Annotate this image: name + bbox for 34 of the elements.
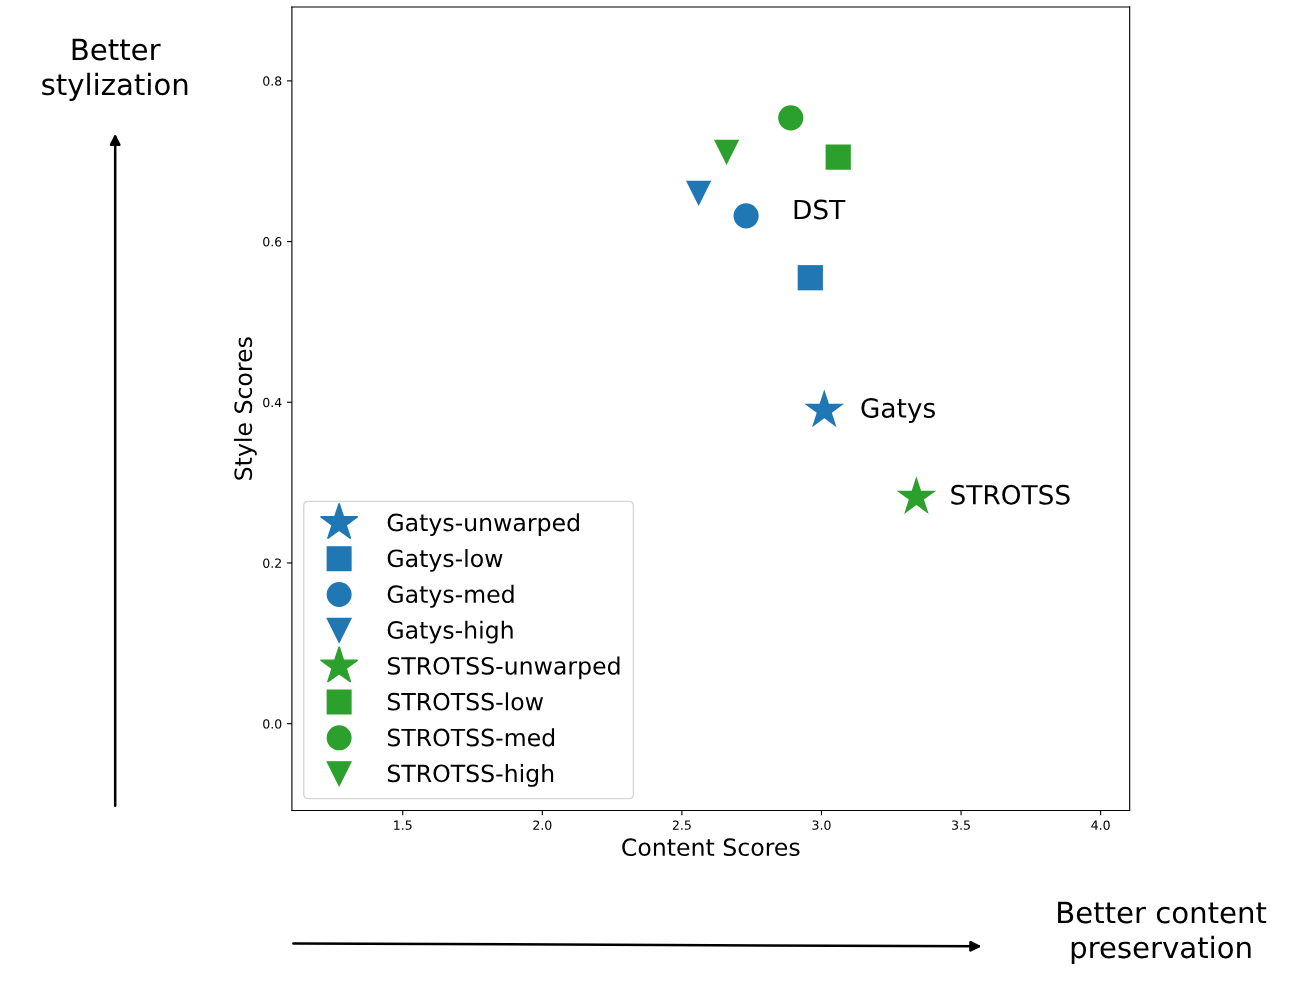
annotation: STROTSS (951, 484, 1070, 505)
legend-label: STROTSS-med (387, 728, 555, 747)
legend-label: Gatys-high (387, 620, 513, 644)
point (733, 203, 759, 229)
x-tick-label: 3.5 (952, 820, 970, 830)
y-tick-label: 0.6 (263, 237, 282, 247)
legend-label: STROTSS-high (387, 764, 554, 787)
point (797, 265, 823, 291)
point (713, 139, 740, 165)
x-tick-label: 3.0 (812, 820, 831, 830)
x-tick-label: 4.0 (1091, 820, 1110, 830)
point (778, 105, 804, 131)
text: Better stylization (42, 38, 188, 101)
y-tick-label: 0.4 (263, 397, 282, 408)
y-axis-title: Style Scores (233, 337, 257, 480)
x-tick-label: 2.0 (533, 820, 552, 830)
point (896, 476, 937, 514)
x-tick-label: 2.5 (672, 820, 691, 830)
legend-label: Gatys-med (387, 584, 514, 608)
x-tick-label: 1.5 (394, 820, 412, 830)
legend-label: Gatys-low (387, 548, 503, 572)
legend-label: STROTSS-unwarped (387, 656, 620, 680)
annotation: DST (794, 199, 846, 220)
y-tick-label: 0.8 (263, 76, 282, 86)
point (686, 180, 712, 206)
x-axis-title: Content Scores (622, 838, 800, 857)
text: Better content preservation (1058, 901, 1267, 965)
point (804, 389, 845, 428)
legend-label: STROTSS-low (387, 692, 543, 711)
y-tick-label: 0.2 (263, 558, 281, 568)
point (825, 144, 851, 170)
annotation: Gatys (861, 398, 935, 424)
y-tick-label: 0.0 (263, 719, 282, 729)
legend-label: Gatys-unwarped (387, 513, 579, 536)
